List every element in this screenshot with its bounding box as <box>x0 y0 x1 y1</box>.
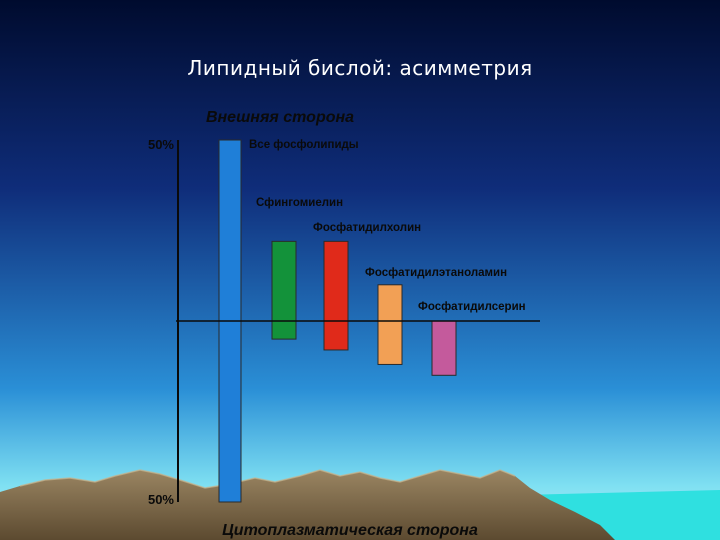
mountain-range <box>0 470 615 540</box>
bar-3 <box>323 240 349 351</box>
bar-5 <box>431 320 457 376</box>
cytoplasmic-side-label: Цитоплазматическая сторона <box>222 522 478 539</box>
outer-side-label: Внешняя сторона <box>206 109 354 126</box>
y-tick-label-top: 50% <box>148 137 174 152</box>
y-tick-label-bottom: 50% <box>148 492 174 507</box>
bar-label-1: Все фосфолипиды <box>249 139 359 151</box>
slide-title: Липидный бислой: асимметрия <box>187 56 533 80</box>
mountain-ridge-highlight <box>19 469 516 489</box>
bar-label-4: Фосфатидилэтаноламин <box>365 267 507 279</box>
bar-label-3: Фосфатидилхолин <box>313 222 421 234</box>
bar-2 <box>271 240 297 340</box>
bar-label-2: Сфингомиелин <box>256 197 343 209</box>
bar-4 <box>377 284 403 365</box>
bar-label-5: Фосфатидилсерин <box>418 301 526 313</box>
